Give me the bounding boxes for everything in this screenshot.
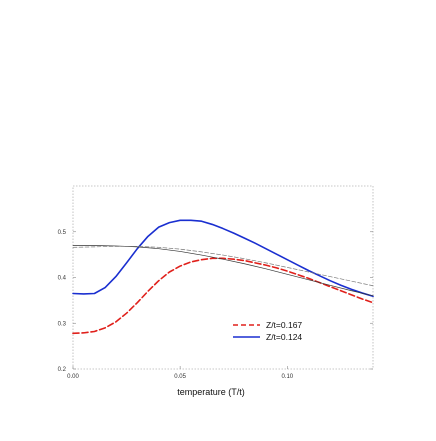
plot-frame <box>72 185 374 370</box>
y-tick-label: 0.4 <box>58 276 67 282</box>
series-line-1 <box>72 219 374 298</box>
x-tick-label: 0.05 <box>174 374 186 380</box>
y-tick-label: 0.2 <box>58 367 67 373</box>
y-tick-label: 0.5 <box>58 230 67 236</box>
series-lines <box>72 219 374 335</box>
x-axis-title: temperature (T/t) <box>177 387 245 397</box>
series-line-0 <box>72 257 374 335</box>
y-tick-label: 0.3 <box>58 321 67 327</box>
legend: Z/t=0.167 Z/t=0.124 <box>233 320 302 342</box>
series-line-3 <box>72 246 374 287</box>
axis-ticks: 0.2 0.3 0.4 0.5 0.00 0.05 0.10 <box>58 230 373 380</box>
legend-label: Z/t=0.124 <box>266 332 302 342</box>
series-line-2 <box>72 245 374 297</box>
legend-label: Z/t=0.167 <box>266 320 302 330</box>
x-tick-label: 0.00 <box>67 374 79 380</box>
x-tick-label: 0.10 <box>281 374 293 380</box>
